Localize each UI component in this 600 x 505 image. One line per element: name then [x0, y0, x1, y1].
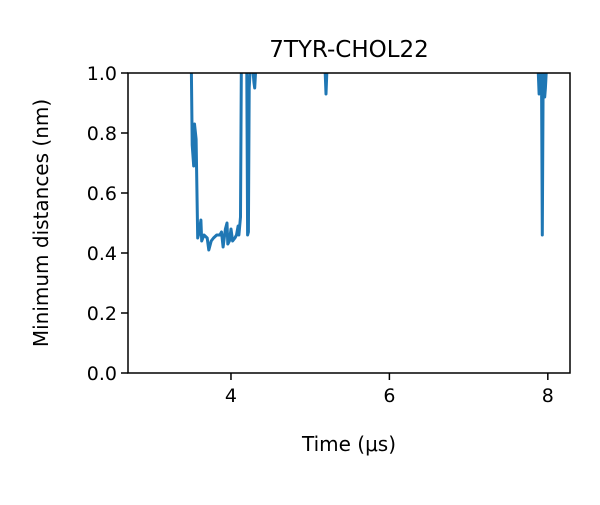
y-axis-label: Minimum distances (nm): [29, 99, 53, 347]
y-axis: 0.0 0.2 0.4 0.6 0.8 1.0: [87, 63, 128, 385]
series-layer: [189, 73, 548, 252]
series-line-segment: [536, 73, 542, 96]
series-line-segment: [540, 73, 548, 237]
series-line-segment: [189, 73, 243, 252]
y-tick-label: 1.0: [87, 63, 117, 85]
series-line-segment: [245, 73, 252, 237]
x-tick-label: 8: [542, 385, 554, 407]
series-line-segment: [251, 73, 258, 90]
x-tick-label: 4: [225, 385, 237, 407]
x-tick-label: 6: [383, 385, 395, 407]
plot-frame: [127, 72, 571, 374]
y-tick-label: 0.4: [87, 243, 117, 265]
x-axis-label: Time (μs): [301, 432, 396, 456]
y-tick-label: 0.8: [87, 123, 117, 145]
y-tick-label: 0.2: [87, 303, 117, 325]
chart-title: 7TYR-CHOL22: [269, 37, 429, 63]
y-tick-label: 0.0: [87, 363, 117, 385]
x-axis: 4 6 8: [225, 373, 554, 407]
y-tick-label: 0.6: [87, 183, 117, 205]
series-line-segment: [323, 73, 329, 96]
